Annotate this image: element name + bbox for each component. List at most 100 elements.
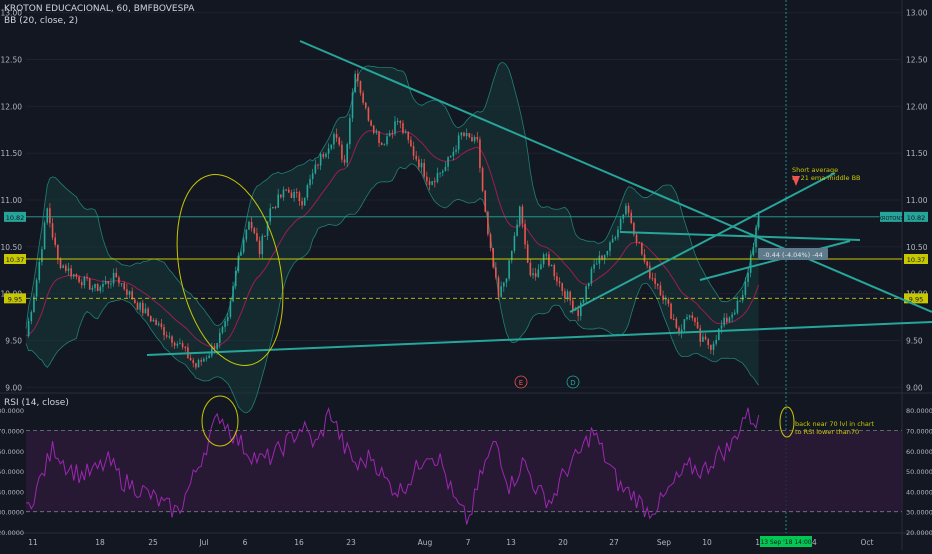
candle-body	[224, 321, 226, 328]
measure-label[interactable]: -0.44 (-4.04%) -44	[758, 248, 828, 260]
price-tick-left: 10.50	[1, 243, 23, 252]
trendline[interactable]	[619, 231, 861, 241]
candle-body	[226, 316, 229, 322]
time-axis[interactable]: 111825Jul61623Aug7132027Sep101724Oct	[28, 538, 873, 547]
event-marker-d[interactable]: D	[566, 375, 580, 389]
candle-body	[94, 283, 96, 288]
candle-body	[41, 249, 43, 262]
candle-body	[542, 254, 545, 265]
horizontal-level[interactable]: 10.37 10.37	[4, 254, 928, 265]
candle-body	[134, 299, 136, 304]
candle-body	[155, 319, 157, 325]
note-short-average-2[interactable]: to 21 ema middle BB	[792, 174, 861, 182]
bb-upper	[25, 62, 760, 329]
candle-body	[516, 224, 518, 236]
candle-body	[285, 189, 287, 191]
candle-body	[664, 299, 667, 301]
horizontal-level[interactable]: 9.95 9.95	[4, 293, 928, 304]
candle-body	[70, 268, 72, 277]
candle-body	[606, 250, 609, 255]
trendline[interactable]	[299, 40, 932, 313]
candle-body	[78, 276, 80, 283]
candle-body	[107, 280, 110, 284]
rsi-highlight-ellipse[interactable]	[201, 395, 239, 447]
cursor-time-label: 13 Sep '18 14:00	[760, 536, 812, 547]
candle-body	[407, 131, 410, 140]
candle-body	[391, 133, 394, 135]
candle-body	[526, 244, 529, 263]
candle-body	[333, 134, 335, 145]
candle-body	[603, 254, 606, 260]
candle-body	[643, 254, 646, 262]
candle-body	[293, 192, 295, 198]
level-tag-left	[4, 293, 26, 304]
candle-body	[288, 189, 290, 193]
candle-body	[702, 336, 704, 342]
candle-body	[67, 268, 70, 271]
candle-body	[256, 233, 258, 241]
time-tick: 25	[148, 538, 158, 547]
rsi-note-2[interactable]: to RSI lower than70	[795, 428, 859, 436]
trendline[interactable]	[569, 172, 836, 313]
time-tick: Oct	[861, 538, 874, 547]
candle-body	[513, 235, 516, 251]
time-tick: 23	[346, 538, 356, 547]
price-tick-right: 9.50	[906, 336, 923, 345]
candle-body	[35, 280, 38, 297]
candle-body	[752, 247, 755, 256]
trendlines[interactable]	[146, 40, 932, 356]
candle-body	[248, 221, 250, 230]
candle-body	[38, 261, 41, 281]
candle-body	[319, 154, 322, 166]
level-tag-left-text: 10.37	[6, 256, 25, 264]
candle-body	[295, 192, 298, 194]
candle-body	[495, 267, 497, 278]
candle-body	[142, 302, 144, 314]
candle-body	[269, 208, 272, 222]
candle-body	[529, 262, 532, 276]
rsi-highlight-ellipse-2[interactable]	[779, 406, 795, 438]
candle-body	[232, 286, 234, 302]
candle-body	[96, 283, 99, 291]
highlight-ellipse[interactable]	[161, 165, 299, 376]
rsi-note-1[interactable]: back near 70 lvl in chart	[795, 420, 875, 428]
candle-body	[221, 327, 224, 333]
note-short-average[interactable]: Short average	[792, 166, 838, 174]
trendline[interactable]	[699, 240, 851, 281]
candle-body	[572, 300, 574, 310]
candle-body	[455, 149, 457, 152]
candle-body	[351, 92, 354, 119]
candle-body	[434, 181, 436, 183]
candle-body	[577, 309, 579, 316]
level-tag-right	[904, 293, 928, 304]
candle-body	[726, 317, 728, 322]
candle-body	[566, 291, 569, 299]
rsi-band	[26, 430, 902, 512]
rsi-legend: RSI (14, close)	[4, 398, 69, 408]
candle-body	[487, 211, 489, 235]
candle-body	[431, 181, 433, 185]
down-arrow-icon	[792, 176, 800, 186]
candle-body	[561, 283, 564, 292]
event-marker-e[interactable]: E	[514, 375, 528, 389]
candle-body	[715, 339, 717, 344]
candle-body	[492, 248, 494, 268]
horizontal-level[interactable]: 10.82 10.82	[4, 211, 928, 222]
rsi-tick-left: 60.0000	[0, 448, 24, 456]
candle-body	[72, 274, 75, 277]
candle-body	[412, 146, 415, 156]
trendline[interactable]	[146, 321, 932, 356]
candle-body	[203, 358, 205, 362]
candle-body	[471, 137, 473, 142]
rsi-tick-right: 30.0000	[906, 509, 932, 517]
candle-body	[484, 190, 487, 212]
candle-body	[399, 120, 402, 124]
time-tick: 20	[558, 538, 568, 547]
candle-body	[556, 276, 558, 282]
level-tag-right	[904, 254, 928, 265]
candle-body	[88, 278, 91, 290]
candle-body	[521, 206, 524, 224]
candle-body	[309, 179, 311, 186]
